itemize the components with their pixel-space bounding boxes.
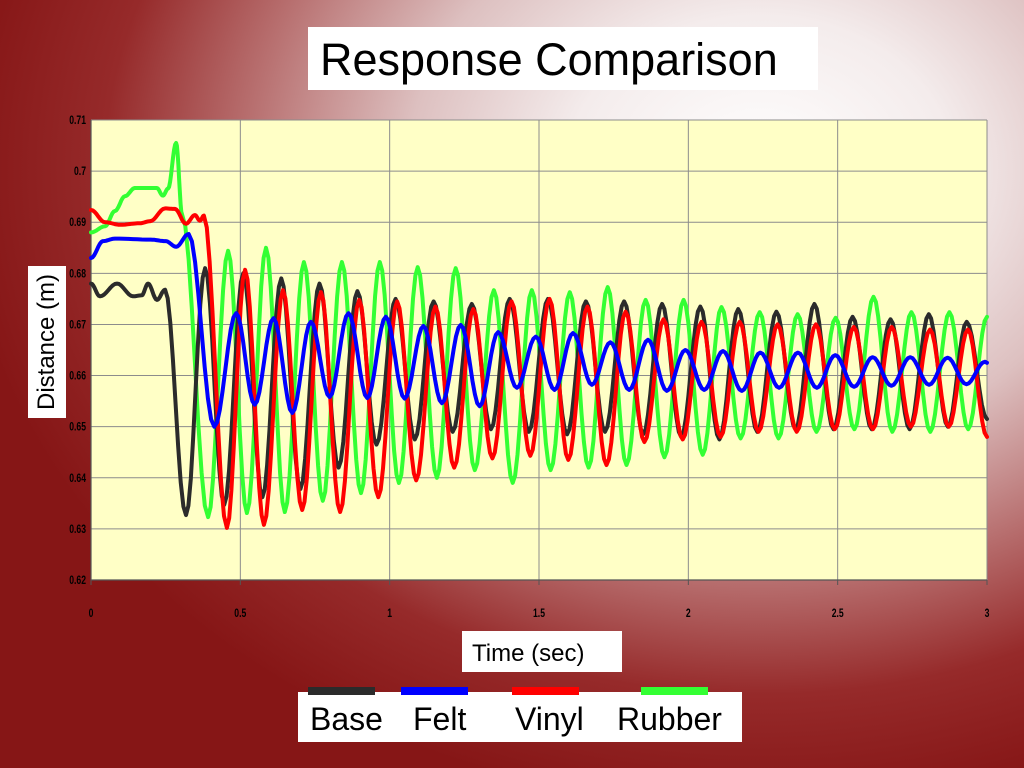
x-axis-label: Time (sec) [472, 640, 585, 667]
legend-label-felt: Felt [413, 701, 467, 737]
series-line-felt [89, 232, 989, 429]
legend: Base Felt Vinyl Rubber [298, 692, 742, 742]
legend-swatch-vinyl [512, 687, 579, 695]
series-lines [89, 141, 989, 530]
y-tick-label: 0.68 [69, 268, 86, 281]
y-tick-label: 0.65 [69, 422, 86, 435]
y-tick-label: 0.66 [69, 370, 86, 383]
legend-label-vinyl: Vinyl [515, 701, 584, 737]
tick-labels: 0.62 0.63 0.64 0.65 0.66 0.67 0.68 0.69 0.7 0.71 0… [69, 115, 989, 621]
x-tick-label: 2.5 [832, 608, 844, 621]
x-tick-label: 1 [387, 608, 392, 621]
x-tick-label: 3 [985, 608, 990, 621]
y-tick-label: 0.64 [69, 473, 86, 486]
y-tick-label: 0.62 [69, 575, 86, 588]
legend-label-base: Base [310, 701, 383, 737]
x-tick-label: 0 [89, 608, 94, 621]
y-tick-label: 0.71 [69, 115, 86, 128]
x-tick-label: 0.5 [234, 608, 246, 621]
legend-swatch-rubber [641, 687, 708, 695]
chart-title: Response Comparison [320, 34, 778, 85]
y-tick-label: 0.69 [69, 217, 86, 230]
x-tick-label: 1.5 [533, 608, 545, 621]
x-axis-label-box: Time (sec) [462, 631, 622, 672]
y-axis-label-box [28, 266, 66, 418]
legend-swatch-base [308, 687, 375, 695]
y-axis-label: Distance (m) [33, 273, 60, 411]
y-tick-label: 0.63 [69, 524, 86, 537]
x-tick-label: 2 [686, 608, 691, 621]
y-tick-label: 0.67 [69, 319, 86, 332]
legend-swatch-felt [401, 687, 468, 695]
y-tick-label: 0.7 [74, 166, 86, 179]
legend-label-rubber: Rubber [617, 701, 722, 737]
title-box: Response Comparison [308, 27, 818, 90]
